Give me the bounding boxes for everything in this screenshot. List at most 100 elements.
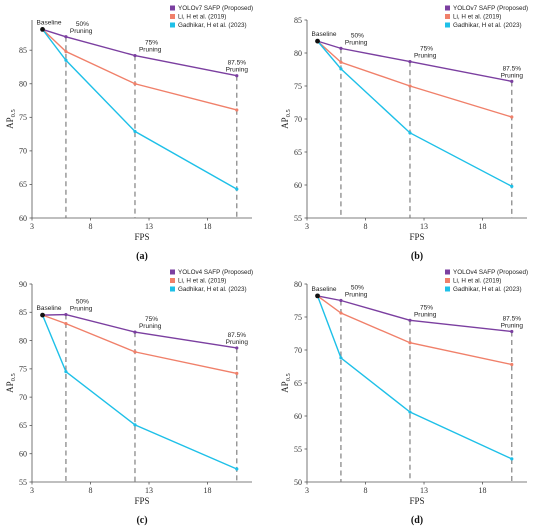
y-tick-label: 60 (294, 412, 302, 421)
y-tick-label: 50 (294, 478, 302, 487)
y-tick-label: 70 (19, 147, 27, 156)
panel-caption: (b) (411, 251, 423, 262)
x-tick-label: 13 (145, 486, 153, 495)
panel-caption: (c) (136, 515, 147, 526)
x-tick-label: 18 (204, 486, 212, 495)
data-point (64, 35, 68, 39)
x-tick-label: 18 (479, 486, 487, 495)
legend-swatch (445, 269, 450, 275)
data-point (510, 79, 514, 83)
x-tick-label: 3 (305, 222, 309, 231)
data-point (510, 362, 514, 367)
y-axis-title: AP0.5 (5, 373, 17, 393)
data-point (408, 84, 412, 88)
y-tick-label: 80 (294, 49, 302, 58)
baseline-label: Baseline (37, 19, 62, 26)
legend-label: Gadhikar, H et al. (2023) (453, 286, 522, 293)
legend-swatch (170, 269, 175, 275)
data-point (64, 312, 68, 317)
y-tick-label: 55 (294, 445, 302, 454)
x-tick-label: 8 (89, 486, 93, 495)
x-tick-label: 3 (30, 222, 34, 231)
data-point (64, 370, 68, 374)
data-point (133, 423, 137, 427)
y-tick-label: 75 (19, 113, 27, 122)
data-point (339, 311, 343, 315)
pruning-annotation-percent: 75% (420, 46, 433, 53)
pruning-annotation-label: Pruning (70, 28, 93, 35)
baseline-point (40, 312, 45, 318)
legend-label: YOLOv7 SAFP (Proposed) (178, 5, 253, 12)
legend-label: YOLOv4 SAFP (Proposed) (178, 269, 253, 276)
y-tick-label: 65 (19, 421, 27, 430)
x-axis-title: FPS (134, 496, 149, 506)
pruning-annotation-percent: 50% (76, 21, 89, 28)
x-tick-label: 3 (305, 486, 309, 495)
pruning-annotation-label: Pruning (226, 67, 249, 74)
pruning-annotation-label: Pruning (139, 323, 162, 330)
data-point (408, 318, 412, 322)
pruning-annotation-percent: 87.5% (503, 316, 522, 323)
series-line (316, 40, 513, 187)
y-tick-label: 70 (19, 393, 27, 402)
series-line (42, 313, 237, 349)
x-tick-label: 8 (364, 486, 368, 495)
pruning-annotation-label: Pruning (414, 311, 437, 318)
data-point (235, 108, 239, 112)
legend-label: Gadhikar, H et al. (2023) (453, 22, 522, 29)
legend-swatch (170, 14, 175, 19)
y-axis-title-sub: 0.5 (285, 109, 292, 117)
legend-swatch (170, 5, 175, 11)
legend-label: YOLOv4 SAFP (Proposed) (453, 269, 528, 276)
pruning-annotation-label: Pruning (226, 339, 249, 346)
legend-label: YOLOv7 SAFP (Proposed) (453, 5, 528, 12)
pruning-annotation-percent: 87.5% (228, 60, 247, 67)
x-axis-title: FPS (134, 232, 149, 242)
series-line (42, 314, 237, 375)
y-tick-label: 90 (19, 280, 27, 289)
data-point (133, 330, 137, 334)
y-tick-label: 85 (294, 16, 302, 25)
pruning-annotation-percent: 87.5% (503, 65, 522, 72)
legend-label: Li, H et al. (2019) (178, 278, 226, 285)
x-tick-label: 13 (420, 222, 428, 231)
baseline-label: Baseline (37, 305, 62, 312)
data-point (510, 329, 514, 334)
legend-swatch (445, 286, 450, 292)
y-tick-label: 55 (294, 214, 302, 223)
data-point (339, 46, 343, 50)
data-point (339, 60, 343, 64)
legend-label: Li, H et al. (2019) (453, 14, 501, 21)
y-axis-title-main: AP (280, 381, 290, 393)
y-tick-label: 80 (19, 336, 27, 345)
data-point (339, 67, 343, 71)
pruning-annotation-percent: 75% (420, 304, 433, 311)
legend-label: Li, H et al. (2019) (178, 14, 226, 21)
y-tick-label: 65 (294, 148, 302, 157)
y-tick-label: 65 (294, 379, 302, 388)
x-tick-label: 18 (204, 222, 212, 231)
chart-panel: 55 60 65 70 75 80 85 90 3 8 13 18 FPS AP0.5 Baseline 50… (5, 269, 253, 526)
pruning-annotation-percent: 50% (351, 285, 364, 292)
y-tick-label: 80 (294, 280, 302, 289)
pruning-annotation-label: Pruning (345, 292, 368, 299)
legend-label: Li, H et al. (2019) (453, 278, 501, 285)
x-tick-label: 8 (364, 222, 368, 231)
y-axis-title-main: AP (280, 117, 290, 129)
y-tick-label: 60 (19, 450, 27, 459)
series-line (316, 295, 513, 460)
pruning-annotation-percent: 87.5% (228, 332, 247, 339)
pruning-annotation-label: Pruning (501, 323, 524, 330)
data-point (64, 322, 68, 326)
y-tick-label: 70 (294, 115, 302, 124)
data-point (510, 115, 514, 119)
y-axis-title: AP0.5 (5, 109, 17, 129)
legend-swatch (445, 22, 450, 28)
pruning-annotation-label: Pruning (139, 47, 162, 54)
data-point (235, 74, 239, 78)
y-axis-title: AP0.5 (280, 109, 292, 129)
legend-swatch (445, 5, 450, 11)
data-point (235, 346, 239, 350)
